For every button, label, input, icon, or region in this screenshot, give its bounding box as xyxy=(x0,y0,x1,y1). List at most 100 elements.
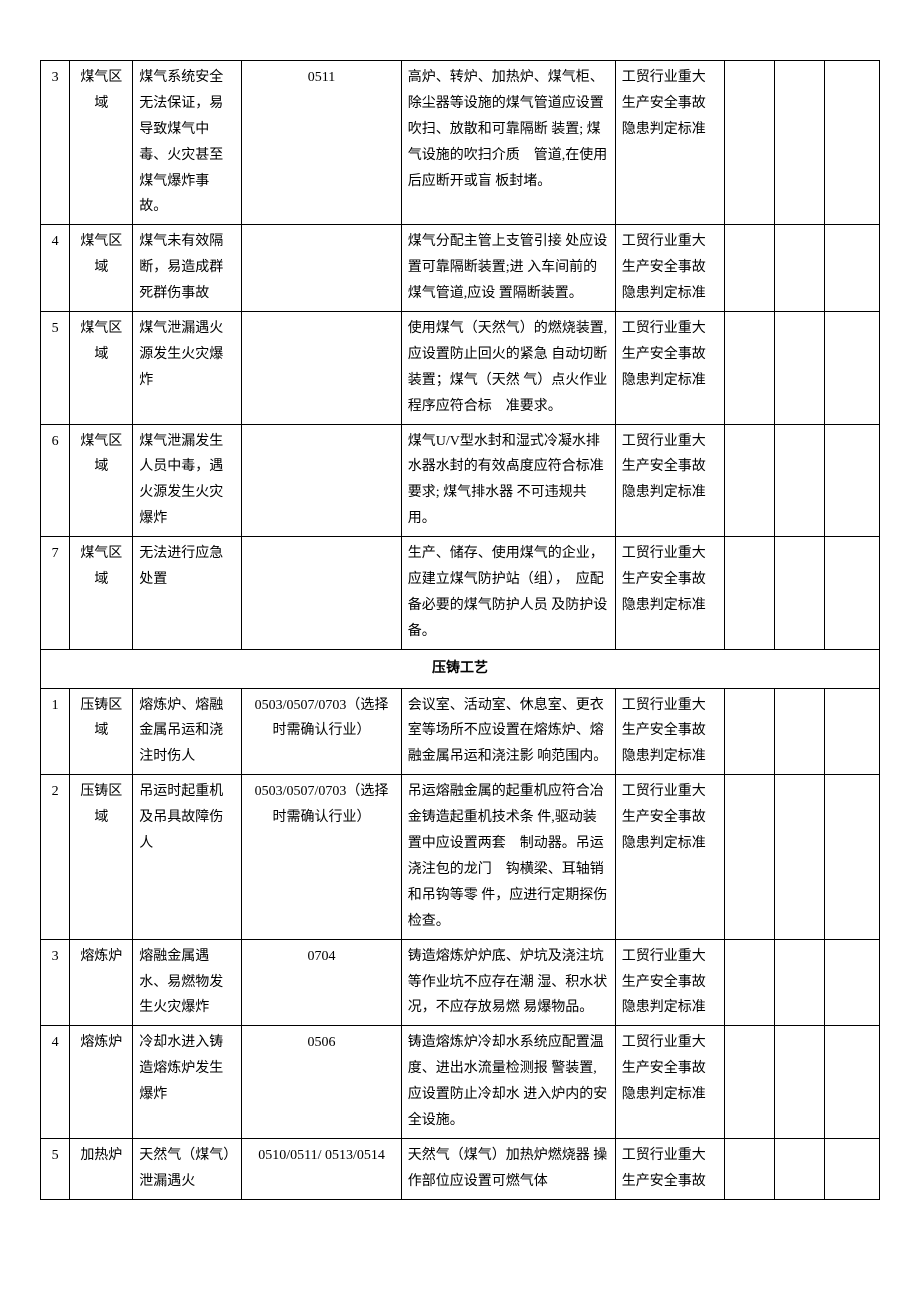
basis-cell: 工贸行业重大生产安全事故隐患判定标准 xyxy=(615,312,724,425)
code-cell xyxy=(242,537,401,650)
empty-cell xyxy=(724,688,774,775)
empty-cell xyxy=(825,61,880,225)
code-cell xyxy=(242,225,401,312)
code-cell: 0506 xyxy=(242,1026,401,1139)
empty-cell xyxy=(724,939,774,1026)
measure-cell: 高炉、转炉、加热炉、煤气柜、除尘器等设施的煤气管道应设置吹扫、放散和可靠隔断 装… xyxy=(401,61,615,225)
area-cell: 加热炉 xyxy=(70,1138,133,1199)
table-row: 7煤气区域无法进行应急处置生产、储存、使用煤气的企业，应建立煤气防护站（组）， … xyxy=(41,537,880,650)
row-index: 5 xyxy=(41,1138,70,1199)
table-row: 1压铸区域熔炼炉、熔融金属吊运和浇注时伤人0503/0507/0703（选择时需… xyxy=(41,688,880,775)
empty-cell xyxy=(825,939,880,1026)
hazard-cell: 吊运时起重机及吊具故障伤人 xyxy=(133,775,242,939)
area-cell: 煤气区域 xyxy=(70,312,133,425)
empty-cell xyxy=(775,775,825,939)
section-header-row: 压铸工艺 xyxy=(41,649,880,688)
empty-cell xyxy=(775,312,825,425)
empty-cell xyxy=(825,1026,880,1139)
row-index: 4 xyxy=(41,1026,70,1139)
section-title: 压铸工艺 xyxy=(41,649,880,688)
empty-cell xyxy=(724,312,774,425)
code-cell xyxy=(242,312,401,425)
basis-cell: 工贸行业重大生产安全事故 xyxy=(615,1138,724,1199)
hazard-cell: 熔融金属遇水、易燃物发生火灾爆炸 xyxy=(133,939,242,1026)
empty-cell xyxy=(825,1138,880,1199)
measure-cell: 铸造熔炼炉炉底、炉坑及浇注坑等作业坑不应存在潮 湿、积水状况，不应存放易燃 易爆… xyxy=(401,939,615,1026)
hazard-cell: 天然气（煤气） 泄漏遇火 xyxy=(133,1138,242,1199)
empty-cell xyxy=(724,424,774,537)
area-cell: 压铸区域 xyxy=(70,688,133,775)
empty-cell xyxy=(825,775,880,939)
empty-cell xyxy=(775,537,825,650)
measure-cell: 会议室、活动室、休息室、更衣室等场所不应设置在熔炼炉、熔融金属吊运和浇注影 响范… xyxy=(401,688,615,775)
empty-cell xyxy=(724,61,774,225)
empty-cell xyxy=(775,225,825,312)
empty-cell xyxy=(724,775,774,939)
empty-cell xyxy=(825,312,880,425)
measure-cell: 天然气（煤气）加热炉燃烧器 操作部位应设置可燃气体 xyxy=(401,1138,615,1199)
row-index: 6 xyxy=(41,424,70,537)
area-cell: 煤气区域 xyxy=(70,61,133,225)
basis-cell: 工贸行业重大生产安全事故隐患判定标准 xyxy=(615,424,724,537)
code-cell: 0704 xyxy=(242,939,401,1026)
hazard-table: 3煤气区域煤气系统安全无法保证，易导致煤气中毒、火灾甚至煤气爆炸事故。0511高… xyxy=(40,60,880,1200)
hazard-cell: 煤气泄漏遇火源发生火灾爆炸 xyxy=(133,312,242,425)
basis-cell: 工贸行业重大生产安全事故隐患判定标准 xyxy=(615,939,724,1026)
table-row: 3熔炼炉熔融金属遇水、易燃物发生火灾爆炸0704铸造熔炼炉炉底、炉坑及浇注坑等作… xyxy=(41,939,880,1026)
table-row: 5加热炉天然气（煤气） 泄漏遇火0510/0511/ 0513/0514天然气（… xyxy=(41,1138,880,1199)
measure-cell: 使用煤气（天然气）的燃烧装置,应设置防止回火的紧急 自动切断装置；煤气（天然 气… xyxy=(401,312,615,425)
empty-cell xyxy=(775,939,825,1026)
area-cell: 压铸区域 xyxy=(70,775,133,939)
basis-cell: 工贸行业重大生产安全事故隐患判定标准 xyxy=(615,537,724,650)
table-row: 5煤气区域煤气泄漏遇火源发生火灾爆炸 使用煤气（天然气）的燃烧装置,应设置防止回火… xyxy=(41,312,880,425)
measure-cell: 吊运熔融金属的起重机应符合冶金铸造起重机技术条 件,驱动装置中应设置两套 制动器… xyxy=(401,775,615,939)
empty-cell xyxy=(825,537,880,650)
area-cell: 熔炼炉 xyxy=(70,939,133,1026)
basis-cell: 工贸行业重大生产安全事故隐患判定标准 xyxy=(615,1026,724,1139)
empty-cell xyxy=(724,225,774,312)
basis-cell: 工贸行业重大生产安全事故隐患判定标准 xyxy=(615,688,724,775)
area-cell: 煤气区域 xyxy=(70,424,133,537)
row-index: 4 xyxy=(41,225,70,312)
code-cell: 0510/0511/ 0513/0514 xyxy=(242,1138,401,1199)
empty-cell xyxy=(724,1138,774,1199)
hazard-cell: 熔炼炉、熔融金属吊运和浇注时伤人 xyxy=(133,688,242,775)
empty-cell xyxy=(825,424,880,537)
table-row: 2压铸区域吊运时起重机及吊具故障伤人0503/0507/0703（选择时需确认行… xyxy=(41,775,880,939)
row-index: 3 xyxy=(41,61,70,225)
measure-cell: 铸造熔炼炉冷却水系统应配置温度、进出水流量检测报 警装置,应设置防止冷却水 进入… xyxy=(401,1026,615,1139)
code-cell xyxy=(242,424,401,537)
hazard-cell: 无法进行应急处置 xyxy=(133,537,242,650)
area-cell: 熔炼炉 xyxy=(70,1026,133,1139)
table-row: 6煤气区域煤气泄漏发生人员中毒，遇火源发生火灾爆炸 煤气U/V型水封和湿式冷凝水排… xyxy=(41,424,880,537)
table-row: 4熔炼炉冷却水进入铸造熔炼炉发生爆炸0506铸造熔炼炉冷却水系统应配置温度、进出… xyxy=(41,1026,880,1139)
table-row: 3煤气区域煤气系统安全无法保证，易导致煤气中毒、火灾甚至煤气爆炸事故。0511高… xyxy=(41,61,880,225)
empty-cell xyxy=(775,688,825,775)
empty-cell xyxy=(775,61,825,225)
hazard-cell: 冷却水进入铸造熔炼炉发生爆炸 xyxy=(133,1026,242,1139)
measure-cell: 煤气U/V型水封和湿式冷凝水排水器水封的有效卨度应符合标准要求; 煤气排水器 不… xyxy=(401,424,615,537)
row-index: 5 xyxy=(41,312,70,425)
basis-cell: 工贸行业重大生产安全事故隐患判定标准 xyxy=(615,61,724,225)
empty-cell xyxy=(775,1138,825,1199)
code-cell: 0503/0507/0703（选择时需确认行业） xyxy=(242,688,401,775)
empty-cell xyxy=(825,688,880,775)
area-cell: 煤气区域 xyxy=(70,225,133,312)
row-index: 7 xyxy=(41,537,70,650)
basis-cell: 工贸行业重大生产安全事故隐患判定标准 xyxy=(615,225,724,312)
empty-cell xyxy=(825,225,880,312)
empty-cell xyxy=(775,424,825,537)
hazard-cell: 煤气未有效隔断，易造成群死群伤事故 xyxy=(133,225,242,312)
hazard-cell: 煤气泄漏发生人员中毒，遇火源发生火灾爆炸 xyxy=(133,424,242,537)
empty-cell xyxy=(775,1026,825,1139)
empty-cell xyxy=(724,1026,774,1139)
area-cell: 煤气区域 xyxy=(70,537,133,650)
row-index: 2 xyxy=(41,775,70,939)
code-cell: 0511 xyxy=(242,61,401,225)
table-row: 4煤气区域煤气未有效隔断，易造成群死群伤事故 煤气分配主管上支管引接 处应设置可靠… xyxy=(41,225,880,312)
empty-cell xyxy=(724,537,774,650)
hazard-cell: 煤气系统安全无法保证，易导致煤气中毒、火灾甚至煤气爆炸事故。 xyxy=(133,61,242,225)
code-cell: 0503/0507/0703（选择时需确认行业） xyxy=(242,775,401,939)
measure-cell: 煤气分配主管上支管引接 处应设置可靠隔断装置;进 入车间前的煤气管道,应设 置隔… xyxy=(401,225,615,312)
row-index: 1 xyxy=(41,688,70,775)
